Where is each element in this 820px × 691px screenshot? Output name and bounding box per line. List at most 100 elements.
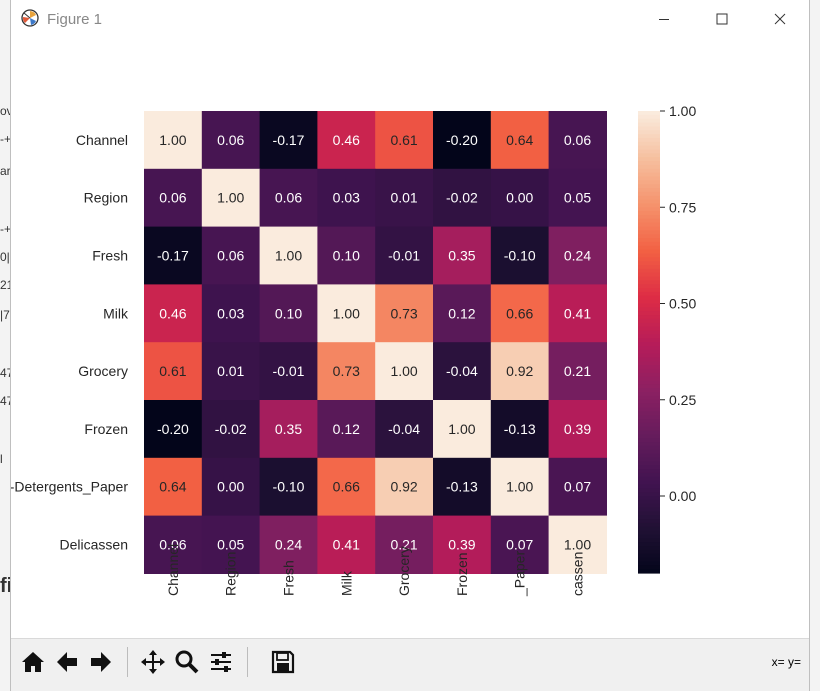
colorbar-segment bbox=[638, 211, 660, 216]
heatmap-cell bbox=[317, 284, 376, 343]
colorbar-segment bbox=[638, 449, 660, 455]
back-button[interactable] bbox=[51, 646, 83, 678]
cursor-coordinates: x= y= bbox=[771, 655, 801, 669]
maximize-button[interactable] bbox=[693, 0, 751, 38]
colorbar-segment bbox=[638, 245, 660, 251]
colorbar-segment bbox=[638, 272, 660, 278]
colorbar-segment bbox=[638, 553, 660, 559]
pan-button[interactable] bbox=[137, 646, 169, 678]
colorbar-segment bbox=[638, 249, 660, 255]
column-label: Milk bbox=[338, 570, 354, 596]
heatmap-cell bbox=[259, 111, 318, 170]
close-button[interactable] bbox=[751, 0, 809, 38]
heatmap-cell bbox=[548, 457, 607, 517]
save-button[interactable] bbox=[267, 646, 299, 678]
colorbar-segment bbox=[638, 118, 660, 124]
colorbar-segment bbox=[638, 526, 660, 532]
minimize-button[interactable] bbox=[635, 0, 693, 38]
heatmap-cell-annotation: -0.20 bbox=[446, 132, 478, 148]
heatmap-cell bbox=[548, 226, 607, 285]
colorbar-segment bbox=[638, 534, 660, 539]
heatmap-cell bbox=[259, 284, 318, 343]
heatmap-cell bbox=[144, 284, 203, 343]
heatmap-cell bbox=[375, 111, 434, 170]
colorbar-segment bbox=[638, 188, 660, 193]
heatmap-cell-annotation: 1.00 bbox=[275, 248, 302, 264]
colorbar-segment bbox=[638, 422, 660, 428]
colorbar-segment bbox=[638, 180, 660, 185]
colorbar-segment bbox=[638, 442, 660, 447]
heatmap-cell bbox=[201, 342, 261, 401]
heatmap-cell bbox=[375, 515, 434, 574]
heatmap-cell-annotation: 0.06 bbox=[217, 248, 244, 264]
colorbar-segment bbox=[638, 111, 660, 116]
zoom-button[interactable] bbox=[171, 646, 203, 678]
column-label: Grocery bbox=[396, 546, 412, 596]
colorbar-segment bbox=[638, 538, 660, 543]
colorbar-segment bbox=[638, 530, 660, 536]
background-text-fragment: ov bbox=[0, 104, 10, 118]
configure-subplots-button[interactable] bbox=[205, 646, 237, 678]
background-text-fragment: fi bbox=[0, 575, 10, 597]
navigation-toolbar: x= y= bbox=[11, 638, 809, 691]
heatmap-cell-annotation: 0.12 bbox=[448, 305, 475, 321]
heatmap-cell bbox=[433, 457, 492, 517]
heatmap-cell-annotation: 0.01 bbox=[217, 363, 244, 379]
column-label: Fresh bbox=[281, 560, 297, 596]
colorbar-segment bbox=[638, 507, 660, 512]
heatmap-cell bbox=[201, 400, 261, 459]
heatmap-cell bbox=[201, 457, 261, 517]
heatmap-cell-annotation: 0.39 bbox=[564, 421, 591, 437]
heatmap-cell-annotation: -0.02 bbox=[446, 190, 478, 206]
magnifier-icon bbox=[175, 650, 199, 674]
colorbar-segment bbox=[638, 419, 660, 424]
background-text-fragment: 0| bbox=[0, 250, 10, 264]
colorbar-segment bbox=[638, 203, 660, 208]
colorbar-tick-label: 0.75 bbox=[669, 199, 696, 215]
row-label: Grocery bbox=[78, 363, 128, 379]
heatmap-cell-annotation: 0.07 bbox=[564, 479, 591, 495]
heatmap-cell bbox=[317, 168, 376, 228]
figure-window: Figure 1 1.00 0.06 -0.17 0.46 0.61 -0.20 0.64 0… bbox=[10, 0, 810, 691]
colorbar-segment bbox=[638, 161, 660, 166]
heatmap-cell bbox=[375, 226, 434, 285]
figure-canvas[interactable]: 1.00 0.06 -0.17 0.46 0.61 -0.20 0.64 0.06 0.06 1.… bbox=[10, 38, 809, 638]
heatmap-cell bbox=[433, 111, 492, 170]
colorbar-segment bbox=[638, 472, 660, 478]
colorbar-segment bbox=[638, 353, 660, 358]
heatmap-cell bbox=[375, 400, 434, 459]
heatmap-cell-annotation: 0.35 bbox=[448, 248, 475, 264]
heatmap-cell bbox=[490, 457, 550, 517]
colorbar-segment bbox=[638, 484, 660, 489]
heatmap-cell bbox=[375, 457, 434, 517]
heatmap-cell-annotation: 0.92 bbox=[506, 363, 533, 379]
heatmap-cell-annotation: 0.05 bbox=[564, 190, 591, 206]
colorbar-segment bbox=[638, 172, 660, 178]
heatmap-cell-annotation: -0.13 bbox=[504, 421, 536, 437]
heatmap-cell-annotation: 1.00 bbox=[159, 132, 186, 148]
colorbar-segment bbox=[638, 126, 660, 131]
forward-button[interactable] bbox=[85, 646, 117, 678]
background-text-fragment: ar bbox=[0, 164, 10, 178]
colorbar-segment bbox=[638, 238, 660, 243]
colorbar-segment bbox=[638, 168, 660, 174]
heatmap-cell-annotation: 0.61 bbox=[159, 363, 186, 379]
colorbar-tick-label: 1.00 bbox=[669, 103, 696, 119]
heatmap-cell bbox=[144, 515, 203, 574]
heatmap-cell-annotation: 0.64 bbox=[506, 132, 533, 148]
heatmap-cell bbox=[490, 515, 550, 574]
heatmap-cell-annotation: -0.10 bbox=[273, 479, 305, 495]
heatmap-cell-annotation: -0.13 bbox=[446, 479, 478, 495]
title-bar[interactable]: Figure 1 bbox=[11, 0, 809, 38]
colorbar-segment bbox=[638, 164, 660, 170]
heatmap-cell bbox=[144, 342, 203, 401]
colorbar-segment bbox=[638, 549, 660, 555]
colorbar-segment bbox=[638, 338, 660, 343]
home-button[interactable] bbox=[17, 646, 49, 678]
colorbar-segment bbox=[638, 345, 660, 351]
colorbar-segment bbox=[638, 149, 660, 154]
colorbar-segment bbox=[638, 288, 660, 293]
heatmap-cell-annotation: 0.21 bbox=[390, 537, 417, 553]
colorbar-segment bbox=[638, 434, 660, 439]
colorbar-segment bbox=[638, 365, 660, 370]
